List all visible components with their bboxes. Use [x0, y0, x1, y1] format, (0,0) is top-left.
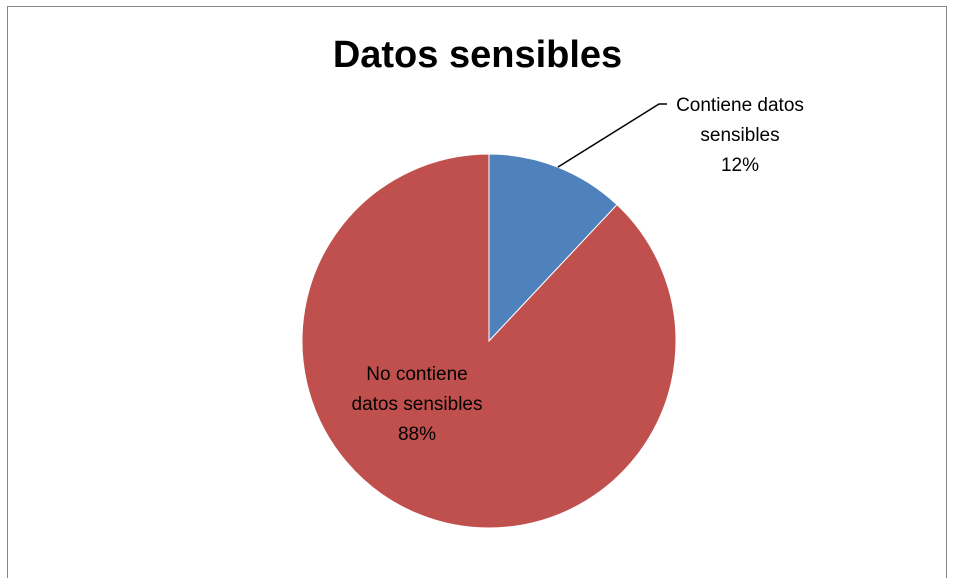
- slice-label-line: 88%: [398, 424, 436, 445]
- slice-label-line: datos sensibles: [352, 394, 483, 415]
- slice-label-line: Contiene datos: [676, 95, 804, 116]
- slice-label-line: sensibles: [700, 125, 779, 146]
- leader-line: [557, 103, 667, 168]
- chart-title: Datos sensibles: [332, 34, 623, 76]
- pie-slice: [301, 153, 677, 529]
- slice-label: Contiene datos sensibles 12%: [676, 95, 804, 176]
- slice-label: No contiene datos sensibles 88%: [352, 364, 483, 445]
- slice-label-line: No contiene: [366, 364, 467, 385]
- slice-label-line: 12%: [721, 155, 759, 176]
- pie-slice: [488, 153, 618, 343]
